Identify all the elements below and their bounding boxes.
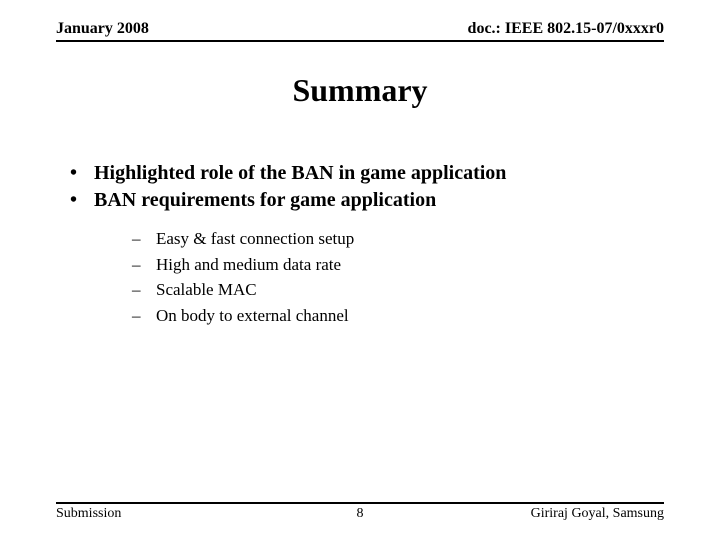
footer-author: Giriraj Goyal, Samsung	[531, 506, 664, 522]
sub-bullet-item: High and medium data rate	[132, 252, 660, 278]
slide-footer: Submission 8 Giriraj Goyal, Samsung	[56, 502, 664, 522]
sub-bullet-item: On body to external channel	[132, 303, 660, 329]
bullet-text: Highlighted role of the BAN in game appl…	[94, 162, 506, 184]
bullet-item: Highlighted role of the BAN in game appl…	[70, 160, 660, 187]
sub-bullet-item: Easy & fast connection setup	[132, 226, 660, 252]
sub-bullet-text: Scalable MAC	[156, 280, 257, 299]
header-doc-id: doc.: IEEE 802.15-07/0xxxr0	[468, 20, 664, 38]
slide-header: January 2008 doc.: IEEE 802.15-07/0xxxr0	[56, 20, 664, 42]
bullet-text: BAN requirements for game application	[94, 189, 436, 211]
bullet-item: BAN requirements for game application Ea…	[70, 187, 660, 328]
slide-content: Highlighted role of the BAN in game appl…	[70, 160, 660, 328]
footer-left: Submission	[56, 506, 121, 522]
sub-bullet-text: High and medium data rate	[156, 255, 341, 274]
bullet-list: Highlighted role of the BAN in game appl…	[70, 160, 660, 328]
sub-bullet-item: Scalable MAC	[132, 277, 660, 303]
sub-bullet-list: Easy & fast connection setup High and me…	[132, 226, 660, 328]
header-date: January 2008	[56, 20, 149, 38]
footer-page-number: 8	[357, 506, 364, 522]
sub-bullet-text: Easy & fast connection setup	[156, 229, 354, 248]
slide-title: Summary	[0, 72, 720, 109]
sub-bullet-text: On body to external channel	[156, 306, 349, 325]
